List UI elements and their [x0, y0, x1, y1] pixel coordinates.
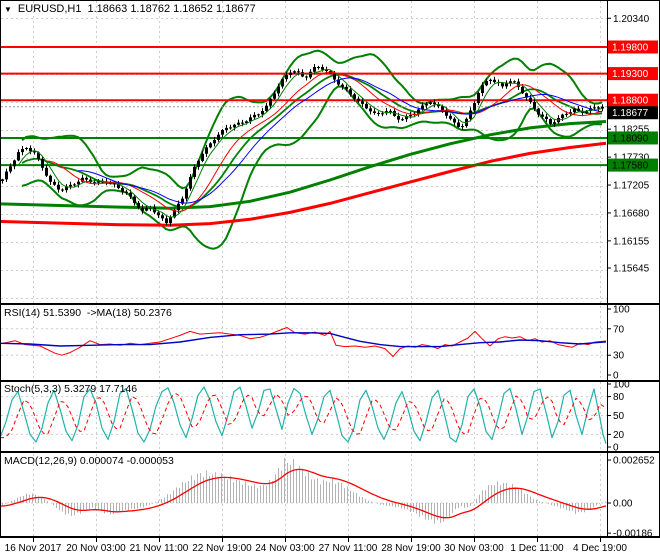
price-level-badge-1.18800: 1.18800 [608, 93, 658, 107]
price-scale[interactable]: 1.20340 1.18255 1.17730 1.17205 1.16680 1.161… [607, 14, 658, 540]
current-price-badge: 1.18677 [608, 106, 658, 120]
price-level-badge-1.19300: 1.19300 [608, 67, 658, 81]
price-tick-label: 1.16155 [613, 236, 650, 247]
time-axis-label: 1 Dec 11:00 [510, 543, 564, 554]
macd-tick-label: 0.002652 [613, 456, 655, 467]
macd-panel[interactable] [0, 458, 607, 524]
time-axis-label: 16 Nov 2017 [5, 543, 62, 554]
rsi-tick-label: 100 [613, 305, 630, 316]
stoch-tick-label: 100 [613, 380, 630, 391]
svg-text:1.18800: 1.18800 [612, 96, 649, 107]
stochastic-panel[interactable] [0, 386, 607, 444]
time-axis-label: 24 Nov 03:00 [255, 543, 315, 554]
chart-ohlc-values: 1.18663 1.18762 1.18652 1.18677 [87, 3, 256, 15]
stoch-tick-label: 80 [613, 392, 625, 403]
stoch-tick-label: 20 [613, 430, 625, 441]
stoch-tick-label: 50 [613, 411, 625, 422]
time-axis-label: 30 Nov 03:00 [444, 543, 504, 554]
time-axis-label: 28 Nov 19:00 [381, 543, 441, 554]
symbol-dropdown-icon[interactable]: ▼ [4, 4, 12, 14]
time-axis-label: 21 Nov 11:00 [130, 543, 189, 554]
price-tick-label: 1.17205 [613, 181, 650, 192]
price-tick-label: 1.20340 [613, 14, 650, 25]
time-axis-label: 27 Nov 11:00 [319, 543, 378, 554]
rsi-tick-label: 0 [613, 371, 619, 382]
price-tick-label: 1.17730 [613, 153, 650, 164]
rsi-indicator-label: RSI(14) 51.5390 ->MA(18) 50.2376 [4, 307, 172, 319]
macd-indicator-label: MACD(12,26,9) 0.000074 -0.000053 [4, 455, 174, 467]
horizontal-level-lines [1, 46, 607, 167]
candlesticks [1, 63, 604, 227]
macd-tick-label: -0.00186 [613, 529, 653, 540]
chart-title-bar: ▼ EURUSD,H1 1.18663 1.18762 1.18652 1.18… [4, 3, 256, 15]
time-scale[interactable]: 16 Nov 2017 20 Nov 03:00 21 Nov 11:00 22 No… [5, 538, 628, 554]
svg-text:1.17580: 1.17580 [612, 161, 649, 172]
rsi-panel[interactable] [0, 327, 607, 357]
main-price-panel[interactable] [0, 46, 607, 250]
rsi-tick-label: 30 [613, 351, 625, 362]
price-tick-label: 1.16680 [613, 208, 650, 219]
price-tick-label: 1.18255 [613, 125, 650, 136]
chart-symbol-period: EURUSD,H1 [17, 3, 82, 15]
time-axis-label: 4 Dec 19:00 [573, 543, 627, 554]
rsi-tick-label: 70 [613, 324, 625, 335]
stoch-indicator-label: Stoch(5,3,3) 5.3279 17.7146 [4, 383, 138, 395]
price-level-badge-1.17580: 1.17580 [608, 158, 658, 172]
macd-tick-label: 0.00 [613, 499, 633, 510]
price-tick-label: 1.15645 [613, 264, 650, 275]
svg-text:1.18090: 1.18090 [612, 133, 649, 144]
svg-text:1.19800: 1.19800 [612, 43, 649, 54]
price-level-badge-1.19800: 1.19800 [608, 40, 658, 54]
stoch-tick-label: 0 [613, 443, 619, 454]
time-axis-label: 22 Nov 19:00 [192, 543, 252, 554]
svg-text:1.18677: 1.18677 [612, 108, 649, 119]
price-level-badge-1.18090: 1.18090 [608, 131, 658, 145]
svg-text:1.19300: 1.19300 [612, 69, 649, 80]
time-axis-label: 20 Nov 03:00 [66, 543, 126, 554]
